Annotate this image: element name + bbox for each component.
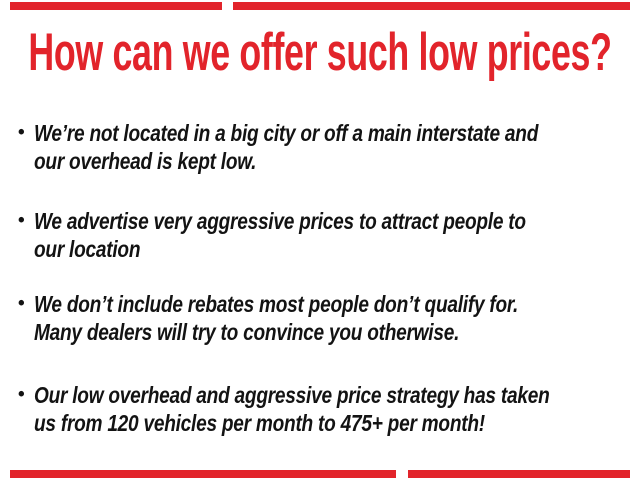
bottom-red-bar [10, 470, 630, 478]
top-red-bar-segment [233, 2, 630, 10]
bullet-text-2: We advertise very aggressive prices to a… [34, 207, 526, 263]
top-red-bar-segment [10, 2, 222, 10]
bullet-text-4: Our low overhead and aggressive price st… [34, 381, 550, 437]
bullet-3-line-1: We don’t include rebates most people don… [34, 291, 519, 317]
bullet-item-4: • Our low overhead and aggressive price … [18, 381, 640, 437]
bullet-item-3: • We don’t include rebates most people d… [18, 290, 617, 346]
bullet-3-line-2: Many dealers will try to convince you ot… [34, 319, 460, 345]
top-red-bar [10, 2, 630, 10]
bullet-dot-icon: • [18, 384, 25, 405]
bullet-1-line-2: our overhead is kept low. [34, 148, 257, 174]
bottom-red-bar-segment [408, 470, 630, 478]
bullet-text-1: We’re not located in a big city or off a… [34, 119, 538, 175]
page-title: How can we offer such low prices? [28, 23, 612, 82]
bottom-red-bar-segment [10, 470, 396, 478]
bullet-item-2: • We advertise very aggressive prices to… [18, 207, 627, 263]
bullet-dot-icon: • [18, 210, 25, 231]
bullet-4-line-2: us from 120 vehicles per month to 475+ p… [34, 410, 485, 436]
bullet-dot-icon: • [18, 122, 25, 143]
bullet-2-line-2: our location [34, 236, 141, 262]
bullet-dot-icon: • [18, 293, 25, 314]
bullet-text-3: We don’t include rebates most people don… [34, 290, 518, 346]
bullet-2-line-1: We advertise very aggressive prices to a… [34, 208, 526, 234]
bullet-item-1: • We’re not located in a big city or off… [18, 119, 640, 175]
bullet-1-line-1: We’re not located in a big city or off a… [34, 120, 539, 146]
bullet-4-line-1: Our low overhead and aggressive price st… [34, 382, 550, 408]
